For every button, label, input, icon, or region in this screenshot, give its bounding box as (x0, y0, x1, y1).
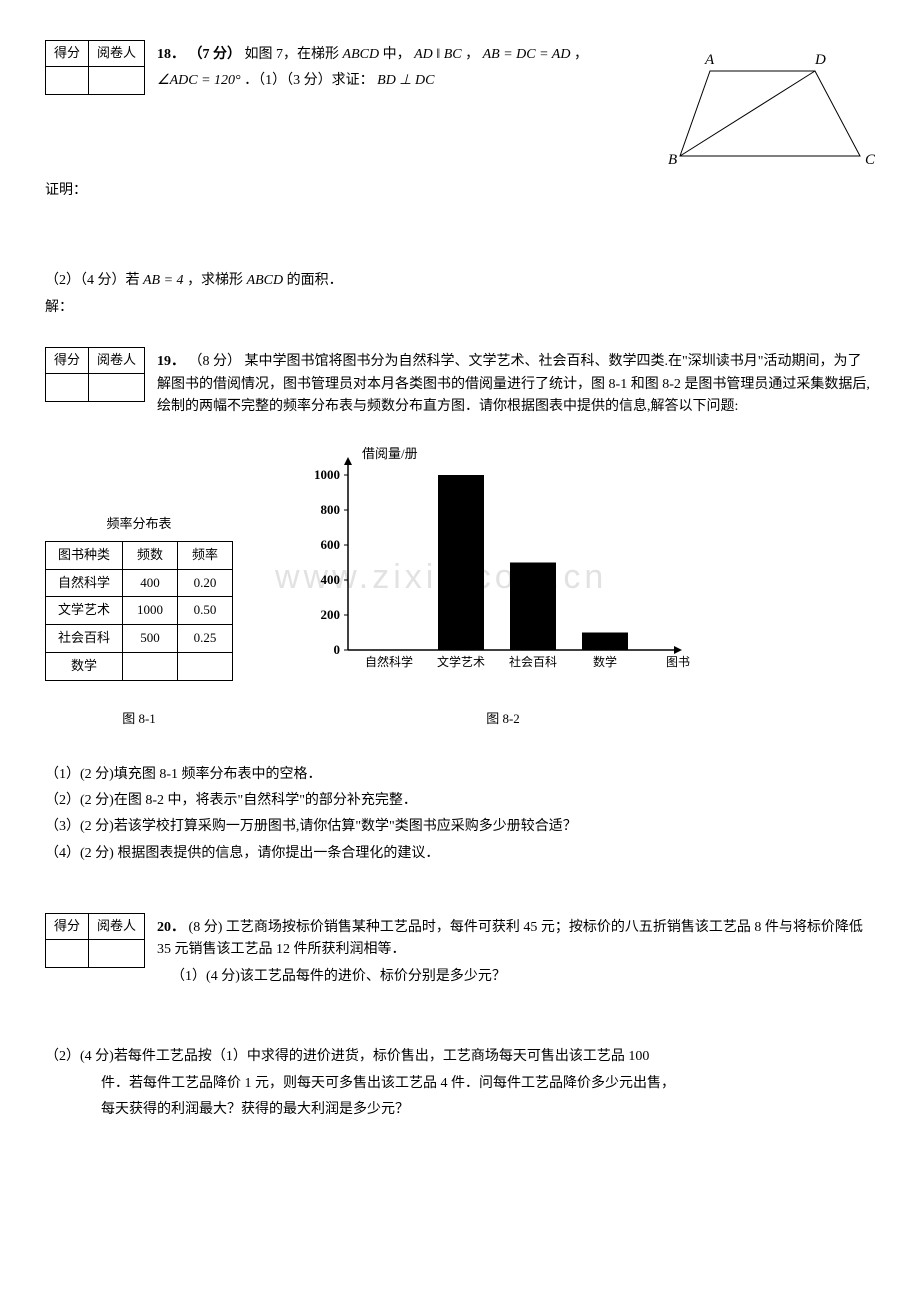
q19-para: 某中学图书馆将图书分为自然科学、文学艺术、社会百科、数学四类.在"深圳读书月"活… (157, 354, 870, 414)
trapezoid-figure: A D B C (665, 46, 875, 176)
svg-text:200: 200 (321, 607, 341, 622)
svg-text:借阅量/册: 借阅量/册 (362, 446, 418, 461)
q20-sub2c: 每天获得的利润最大？获得的最大利润是多少元？ (101, 1099, 875, 1121)
q18-sub2: （2）（4 分）若 AB = 4 ，求梯形 ABCD 的面积． (45, 270, 875, 292)
question-19: 得分 阅卷人 19． （8 分） 某中学图书馆将图书分为自然科学、文学艺术、社会… (45, 347, 875, 865)
q20-para1: 工艺商场按标价销售某种工艺品时，每件可获利 45 元；按标价的八五折销售该工艺品… (157, 920, 863, 957)
q18-sub1-stmt: BD ⊥ DC (377, 73, 434, 88)
vertex-A-label: A (704, 52, 715, 68)
solve-label: 解： (45, 297, 875, 319)
svg-text:0: 0 (334, 642, 341, 657)
q18-body: 18． （7 分） 如图 7，在梯形 ABCD 中， AD ‖ BC ， AB … (157, 40, 665, 97)
q20-number: 20． (157, 920, 185, 935)
vertex-C-label: C (865, 152, 875, 168)
svg-text:800: 800 (321, 502, 341, 517)
q20-body: 20． (8 分) 工艺商场按标价销售某种工艺品时，每件可获利 45 元；按标价… (157, 913, 875, 992)
freq-table-wrap: 频率分布表 图书种类 频数 频率 自然科学4000.20 文学艺术10000.5… (45, 514, 233, 730)
svg-text:1000: 1000 (314, 467, 340, 482)
vertex-D-label: D (814, 52, 826, 68)
svg-text:600: 600 (321, 537, 341, 552)
q18-eq1: AB = DC = AD (483, 47, 571, 62)
freq-header-count: 频数 (123, 541, 178, 569)
q18-bc: BC (444, 47, 462, 62)
q18-sub1-label: ．（1）（3 分）求证： (244, 73, 374, 88)
q18-angle: ∠ADC = 120° (157, 73, 241, 88)
fig2-caption: 图 8-2 (293, 709, 713, 730)
freq-table: 图书种类 频数 频率 自然科学4000.20 文学艺术10000.50 社会百科… (45, 541, 233, 681)
fig1-caption: 图 8-1 (45, 709, 233, 730)
q18-number: 18． (157, 47, 185, 62)
score-box-19: 得分 阅卷人 (45, 347, 145, 402)
q18-ad: AD (414, 47, 433, 62)
q19-sub3: （3）(2 分)若该学校打算采购一万册图书,请你估算"数学"类图书应采购多少册较… (45, 816, 875, 838)
parallel-symbol: ‖ (436, 47, 440, 62)
score-header-points: 得分 (46, 41, 89, 67)
bar-chart: 借阅量/册 0 200 400 600 800 1000 自然科学 文学艺术 社会百科 数学 图书 图… (293, 440, 713, 729)
score-box-20: 得分 阅卷人 (45, 913, 145, 968)
q18-text-b: 中， (383, 47, 411, 62)
q18-text-a: 如图 7，在梯形 (245, 47, 343, 62)
svg-text:400: 400 (321, 572, 341, 587)
question-20: 得分 阅卷人 20． (8 分) 工艺商场按标价销售某种工艺品时，每件可获利 4… (45, 913, 875, 1121)
q20-sub2a: （2）(4 分)若每件工艺品按（1）中求得的进价进货，标价售出，工艺商场每天可售… (45, 1046, 875, 1068)
q20-points: (8 分) (189, 920, 223, 935)
svg-text:图书: 图书 (666, 655, 690, 669)
svg-text:社会百科: 社会百科 (509, 654, 557, 669)
question-18: 得分 阅卷人 A D B C 18． （7 分） 如图 7，在梯形 ABCD 中… (45, 40, 875, 319)
q19-sub2: （2）(2 分)在图 8-2 中，将表示"自然科学"的部分补充完整． (45, 790, 875, 812)
proof-label: 证明： (45, 180, 875, 202)
freq-header-type: 图书种类 (46, 541, 123, 569)
q19-points: （8 分） (189, 354, 242, 369)
svg-text:文学艺术: 文学艺术 (437, 654, 485, 669)
bar-chart-svg: 借阅量/册 0 200 400 600 800 1000 自然科学 文学艺术 社会百科 数学 图书 (293, 440, 713, 690)
q18-abcd: ABCD (343, 47, 380, 62)
q19-body: 19． （8 分） 某中学图书馆将图书分为自然科学、文学艺术、社会百科、数学四类… (157, 347, 875, 422)
score-header-reviewer: 阅卷人 (89, 41, 145, 67)
q18-points: （7 分） (189, 47, 242, 62)
freq-caption: 频率分布表 (45, 514, 233, 535)
q20-sub1: （1）(4 分)该工艺品每件的进价、标价分别是多少元？ (171, 966, 875, 988)
comma: ， (574, 47, 588, 62)
svg-text:自然科学: 自然科学 (365, 654, 413, 669)
q19-number: 19． (157, 354, 185, 369)
score-blank (46, 66, 89, 94)
q19-sub1: （1）(2 分)填充图 8-1 频率分布表中的空格． (45, 764, 875, 786)
score-box-18: 得分 阅卷人 (45, 40, 145, 95)
q20-sub2b: 件．若每件工艺品降价 1 元，则每天可多售出该工艺品 4 件．问每件工艺品降价多… (101, 1073, 875, 1095)
svg-text:数学: 数学 (593, 654, 617, 669)
comma: ， (465, 47, 479, 62)
q19-sub4: （4）(2 分) 根据图表提供的信息，请你提出一条合理化的建议． (45, 843, 875, 865)
freq-header-rate: 频率 (178, 541, 233, 569)
vertex-B-label: B (668, 152, 677, 168)
score-blank (89, 66, 145, 94)
